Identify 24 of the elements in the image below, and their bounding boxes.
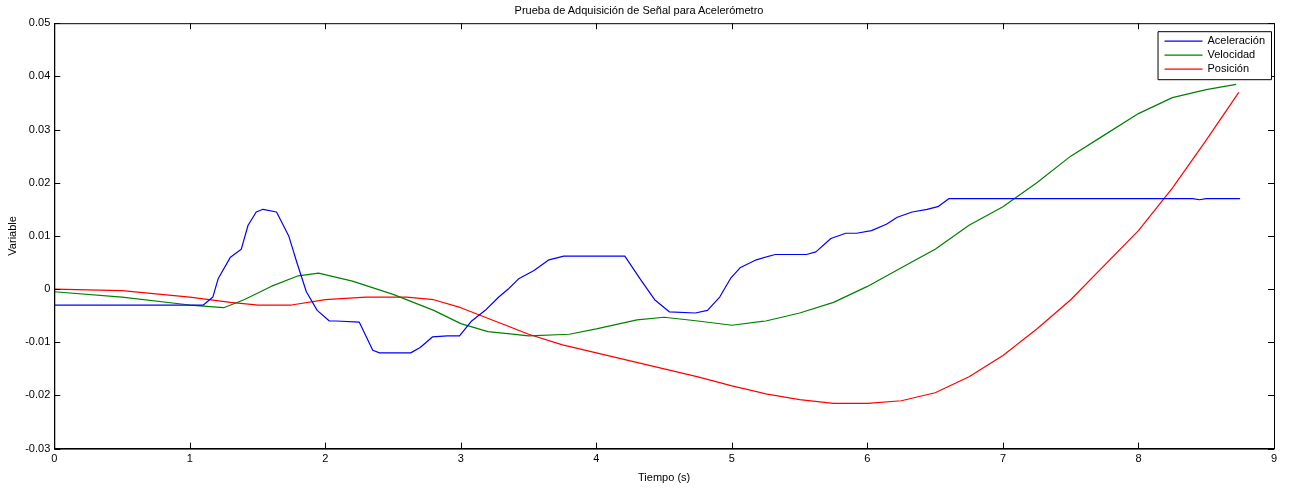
- legend-label: Aceleración: [1207, 34, 1266, 47]
- x-axis-title: Tiempo (s): [638, 471, 691, 484]
- x-tick-label: 2: [322, 452, 329, 465]
- y-tick-label: 0.01: [28, 228, 51, 241]
- x-tick-label: 9: [1270, 452, 1278, 465]
- y-tick-label: 0.02: [28, 175, 51, 188]
- x-tick-label: 7: [999, 452, 1007, 465]
- y-tick-label: -0.01: [25, 335, 51, 348]
- y-tick-label: 0.03: [28, 122, 51, 135]
- x-tick-label: 8: [1135, 452, 1142, 465]
- x-tick-label: 3: [457, 452, 464, 465]
- y-tick-label: 0: [44, 282, 51, 295]
- y-tick-label: -0.03: [25, 441, 51, 454]
- y-tick-label: 0.05: [28, 16, 51, 29]
- x-tick-label: 5: [728, 452, 735, 465]
- x-tick-label: 6: [864, 452, 871, 465]
- y-tick-label: -0.02: [25, 388, 51, 401]
- y-axis-title: Variable: [5, 216, 18, 256]
- chart-title: Prueba de Adquisición de Señal para Acelerómetro: [514, 3, 764, 16]
- legend-label: Velocidad: [1207, 48, 1256, 61]
- x-tick-label: 1: [186, 452, 193, 465]
- x-tick-label: 4: [593, 452, 600, 465]
- legend-label: Posición: [1207, 62, 1250, 75]
- y-tick-label: 0.04: [28, 69, 51, 82]
